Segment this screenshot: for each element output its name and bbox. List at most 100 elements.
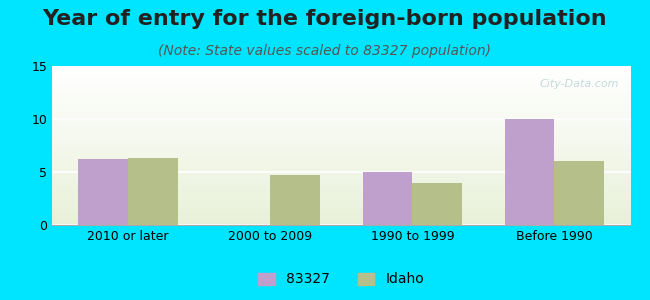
Bar <box>412 183 462 225</box>
Bar <box>52 79 630 80</box>
Bar <box>52 72 630 74</box>
Bar <box>52 77 630 79</box>
Bar <box>52 203 630 204</box>
Bar <box>52 101 630 103</box>
Bar <box>52 182 630 184</box>
Bar <box>52 128 630 130</box>
Legend: 83327, Idaho: 83327, Idaho <box>253 267 430 292</box>
Bar <box>52 142 630 144</box>
Bar <box>52 177 630 179</box>
Bar <box>52 211 630 212</box>
Bar <box>52 88 630 90</box>
Bar <box>52 220 630 222</box>
Bar <box>52 168 630 169</box>
Bar <box>52 192 630 193</box>
Bar <box>52 130 630 131</box>
Bar <box>52 157 630 158</box>
Bar <box>52 110 630 112</box>
Bar <box>52 195 630 197</box>
Bar <box>52 117 630 118</box>
Bar <box>52 136 630 137</box>
Bar <box>52 209 630 211</box>
Bar <box>52 190 630 192</box>
Bar <box>52 126 630 128</box>
Bar <box>52 155 630 157</box>
Bar <box>52 158 630 160</box>
Bar <box>52 96 630 98</box>
Bar <box>52 215 630 217</box>
Bar <box>52 217 630 219</box>
Text: Year of entry for the foreign-born population: Year of entry for the foreign-born popul… <box>43 9 607 29</box>
Bar <box>52 206 630 208</box>
Bar <box>52 94 630 96</box>
Bar <box>52 137 630 139</box>
Bar <box>52 66 630 68</box>
Bar <box>78 159 128 225</box>
Bar <box>52 123 630 125</box>
Text: City-Data.com: City-Data.com <box>540 79 619 89</box>
Bar <box>52 174 630 176</box>
Bar <box>52 103 630 104</box>
Bar <box>52 147 630 149</box>
Bar <box>52 161 630 163</box>
Bar <box>52 150 630 152</box>
Bar <box>52 90 630 92</box>
Bar <box>52 185 630 187</box>
Bar <box>52 109 630 110</box>
Bar <box>52 122 630 123</box>
Bar <box>52 200 630 201</box>
Bar <box>52 68 630 69</box>
Bar <box>52 141 630 142</box>
Bar <box>52 139 630 141</box>
Bar <box>504 119 554 225</box>
Bar <box>52 69 630 71</box>
Bar <box>52 87 630 88</box>
Bar <box>52 172 630 174</box>
Bar <box>52 98 630 99</box>
Bar <box>52 134 630 136</box>
Bar <box>52 92 630 93</box>
Bar <box>52 120 630 122</box>
Bar <box>52 83 630 85</box>
Bar <box>52 169 630 171</box>
Bar <box>52 149 630 150</box>
Bar <box>52 152 630 153</box>
Bar <box>52 163 630 165</box>
Bar <box>52 184 630 185</box>
Bar <box>52 118 630 120</box>
Text: (Note: State values scaled to 83327 population): (Note: State values scaled to 83327 popu… <box>159 44 491 58</box>
Bar <box>52 193 630 195</box>
Bar <box>52 71 630 72</box>
Bar <box>52 208 630 209</box>
Bar <box>52 112 630 114</box>
Bar <box>52 85 630 87</box>
Bar <box>52 154 630 155</box>
Bar <box>52 219 630 220</box>
Bar <box>52 201 630 203</box>
Bar <box>363 172 412 225</box>
Bar <box>52 171 630 172</box>
Bar <box>52 160 630 161</box>
Bar <box>52 198 630 200</box>
Bar <box>52 133 630 134</box>
Bar <box>52 187 630 188</box>
Bar <box>52 131 630 133</box>
Bar <box>52 144 630 146</box>
Bar <box>52 188 630 190</box>
Bar <box>52 212 630 214</box>
Bar <box>52 146 630 147</box>
Bar <box>52 76 630 77</box>
Bar <box>52 99 630 101</box>
Bar <box>270 175 320 225</box>
Bar <box>52 80 630 82</box>
Bar <box>52 114 630 115</box>
Bar <box>52 181 630 182</box>
Bar <box>128 158 178 225</box>
Bar <box>52 74 630 76</box>
Bar <box>52 165 630 166</box>
Bar <box>52 224 630 225</box>
Bar <box>52 176 630 177</box>
Bar <box>52 115 630 117</box>
Bar <box>52 93 630 94</box>
Bar <box>52 104 630 106</box>
